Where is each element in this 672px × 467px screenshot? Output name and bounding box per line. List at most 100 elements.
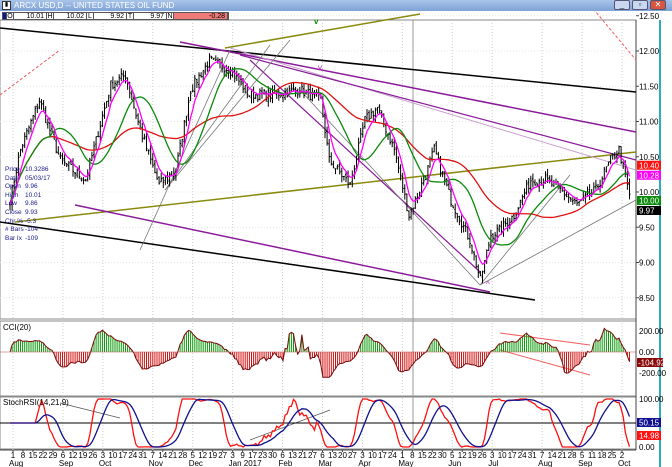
- price-bar: [216, 57, 219, 64]
- price-bar: [124, 70, 127, 84]
- gray-fan-line: [479, 174, 571, 286]
- price-bar: [181, 138, 184, 148]
- price-tag-bg: [637, 160, 661, 170]
- price-bar: [206, 61, 209, 72]
- minimize-button[interactable]: _: [614, 0, 630, 10]
- ohlc-key: O: [7, 13, 14, 20]
- price-bar: [401, 172, 404, 193]
- price-tag-bg: [637, 196, 661, 205]
- x-axis-day-label: 8: [21, 451, 26, 460]
- ma-mid-line: [9, 68, 630, 246]
- price-bar: [185, 115, 188, 127]
- info-label: Open: [5, 183, 21, 191]
- x-axis-day-label: 14: [548, 451, 557, 460]
- price-bar: [605, 166, 608, 173]
- x-axis-day-label: 7: [151, 451, 156, 460]
- price-bar: [586, 186, 589, 197]
- price-axis-label: 9.00: [639, 259, 655, 268]
- x-axis-month-label: Aug: [538, 459, 552, 467]
- info-value: 9.93: [25, 208, 38, 216]
- price-bar: [567, 191, 570, 204]
- price-bar: [393, 137, 396, 156]
- price-bar: [67, 160, 70, 172]
- price-bar: [498, 224, 501, 233]
- ohlc-key: N: [167, 13, 174, 20]
- stoch-k-last-label: 14.98: [639, 432, 660, 441]
- price-bar: [120, 68, 123, 82]
- x-axis-day-label: 17: [378, 451, 387, 460]
- price-bar: [433, 143, 436, 153]
- price-bar: [573, 198, 576, 205]
- price-bar: [456, 212, 459, 223]
- price-bar: [40, 99, 43, 110]
- price-bar: [114, 80, 116, 92]
- price-bar: [122, 70, 125, 83]
- price-bar: [17, 152, 20, 177]
- x-axis-day-label: 6: [280, 451, 285, 460]
- stochrsi-title: StochRSI(14,21,9): [3, 398, 69, 407]
- olive-upper-line: [224, 13, 421, 49]
- cci-panel: [0, 320, 637, 397]
- price-bar: [248, 95, 251, 98]
- x-axis-day-label: 17: [248, 451, 257, 460]
- price-bar: [416, 193, 419, 204]
- x-axis-day-label: 24: [128, 451, 137, 460]
- price-bar: [101, 111, 104, 128]
- info-row: Bar Ix -109: [5, 235, 50, 244]
- price-bar: [529, 175, 532, 192]
- x-axis-month-label: May: [398, 459, 413, 467]
- price-bar: [156, 168, 158, 180]
- price-bar: [454, 203, 457, 219]
- close-button[interactable]: ✕: [650, 0, 666, 10]
- info-label: High: [5, 191, 19, 199]
- price-bar: [19, 148, 22, 157]
- info-label: Chr %: [5, 217, 24, 225]
- price-axis-label: 12.50: [639, 12, 660, 21]
- x-axis-day-label: 18: [598, 451, 607, 460]
- price-bar: [569, 197, 572, 202]
- price-bar: [118, 74, 121, 86]
- price-bar: [405, 193, 408, 212]
- x-axis-month-label: Aug: [9, 459, 23, 467]
- info-row: Close 9.93: [5, 209, 50, 218]
- price-bar: [76, 168, 79, 178]
- x-axis-day-label: 19: [468, 451, 477, 460]
- price-bar: [135, 108, 137, 120]
- price-bar: [391, 138, 394, 148]
- price-bar: [397, 156, 400, 174]
- price-bar: [151, 152, 154, 168]
- price-bar: [200, 72, 203, 78]
- price-bar: [189, 91, 192, 102]
- x-axis-day-label: 3: [360, 451, 365, 460]
- price-bar: [42, 100, 45, 111]
- price-bar: [479, 270, 482, 277]
- cci-axis-label: 0.00: [639, 348, 655, 357]
- x-axis-day-label: 27: [348, 451, 357, 460]
- stoch-k-tag-bg: [637, 431, 661, 440]
- price-bar: [460, 215, 463, 233]
- price-bar: [403, 184, 406, 200]
- price-axis-label: 8.50: [639, 294, 655, 303]
- price-bar: [399, 164, 402, 181]
- price-bar: [183, 119, 186, 147]
- x-axis-day-label: 27: [308, 451, 317, 460]
- cci-title: CCI(20): [3, 323, 31, 332]
- restore-button[interactable]: ▫: [632, 0, 648, 10]
- price-bar: [74, 172, 77, 179]
- ma-short-line: [9, 61, 631, 266]
- price-bar: [160, 173, 163, 183]
- x-axis-month-label: Sep: [578, 459, 593, 467]
- price-tag-label: 10.40: [639, 161, 660, 170]
- info-label: Close: [5, 208, 22, 216]
- cci-tag-bg: [637, 358, 663, 367]
- x-axis-day-label: 22: [38, 451, 47, 460]
- info-row: Open 9.96: [5, 183, 50, 192]
- price-bar: [445, 178, 448, 187]
- purple-line: [249, 59, 481, 273]
- x-axis-month-label: Nov: [149, 459, 163, 467]
- info-value: -104: [25, 226, 39, 234]
- price-tag-bg: [637, 206, 661, 215]
- price-bar: [450, 186, 452, 207]
- price-bar: [191, 84, 194, 93]
